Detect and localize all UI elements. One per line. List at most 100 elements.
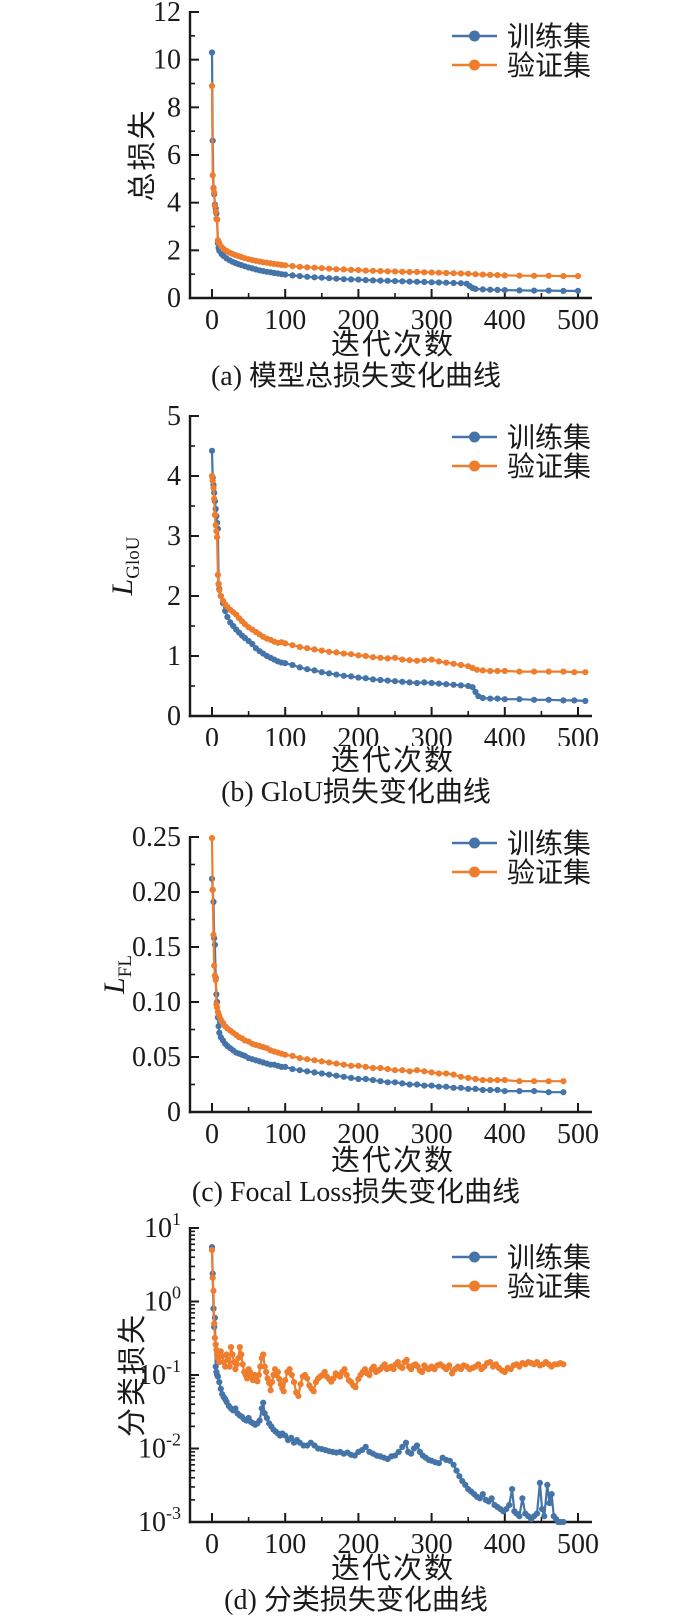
data-point (257, 1363, 264, 1370)
data-point (211, 1320, 218, 1327)
data-point (487, 1359, 494, 1366)
data-point (362, 1443, 369, 1450)
data-point (402, 1439, 410, 1446)
data-point (428, 269, 435, 276)
data-point (413, 278, 421, 285)
data-point (296, 1055, 303, 1062)
data-point (384, 1079, 391, 1086)
y-tick-label: 100 (144, 1283, 181, 1318)
data-point (384, 277, 391, 284)
data-point (340, 1061, 347, 1068)
data-point (413, 1081, 421, 1088)
data-point (406, 268, 413, 276)
data-point (419, 1368, 426, 1376)
data-point (216, 1359, 223, 1366)
x-tick-label: 300 (411, 723, 453, 746)
x-tick-label: 200 (337, 1529, 379, 1554)
data-point (282, 1432, 289, 1439)
data-point (406, 278, 413, 285)
data-point (311, 646, 318, 653)
x-axis-title: 迭代次数 (330, 1145, 455, 1177)
legend-marker (469, 1280, 480, 1292)
data-point (214, 216, 221, 223)
data-point (238, 1351, 245, 1358)
data-point (304, 273, 311, 280)
data-point (391, 278, 399, 285)
data-point (210, 1287, 217, 1294)
data-point (435, 1460, 442, 1467)
data-point (213, 528, 220, 535)
data-point (546, 1500, 553, 1507)
data-point (399, 1364, 406, 1371)
y-axis-title: LFL (98, 955, 136, 995)
data-point (282, 1051, 289, 1058)
data-point (413, 1442, 421, 1449)
x-tick-label: 200 (337, 723, 379, 746)
y-tick-label: 12 (153, 0, 181, 28)
data-point (479, 1491, 486, 1498)
data-point (355, 1075, 362, 1083)
data-point (333, 1060, 340, 1067)
data-point (533, 1510, 541, 1517)
data-point (369, 676, 377, 683)
data-point (413, 679, 421, 687)
data-point (516, 272, 523, 279)
data-point (282, 640, 289, 647)
data-point (370, 1363, 377, 1370)
data-point (214, 571, 221, 579)
data-point (516, 1513, 523, 1520)
y-tick-label: 4 (167, 461, 181, 492)
data-point (226, 1363, 233, 1370)
data-point (215, 580, 222, 588)
data-point (377, 676, 384, 684)
data-point (457, 1073, 464, 1080)
data-point (211, 495, 218, 502)
data-point (211, 202, 218, 209)
data-point (390, 1366, 397, 1373)
data-point (446, 1457, 453, 1464)
x-tick-label: 500 (557, 1119, 599, 1146)
data-point (369, 267, 377, 274)
y-tick-label: 6 (167, 140, 181, 171)
data-point (487, 1077, 494, 1084)
data-point (333, 671, 340, 678)
data-point (443, 1070, 450, 1077)
data-point (582, 669, 589, 676)
data-point (465, 270, 472, 277)
data-point (212, 208, 219, 215)
data-point (516, 1078, 523, 1085)
data-point (222, 1363, 229, 1370)
data-point (233, 1361, 240, 1368)
y-tick-label: 2 (167, 581, 181, 612)
data-point (214, 534, 221, 541)
data-point (377, 1064, 384, 1072)
data-point (501, 696, 508, 703)
data-point (406, 1081, 413, 1088)
data-point (421, 679, 428, 686)
data-point (326, 1059, 333, 1066)
data-point (450, 279, 457, 287)
data-point (428, 279, 435, 286)
x-tick-label: 300 (411, 305, 453, 330)
data-point (355, 1062, 362, 1069)
data-point (391, 1067, 399, 1074)
data-point (362, 267, 369, 274)
data-point (428, 656, 435, 663)
data-point (377, 268, 384, 275)
x-tick-label: 0 (205, 1529, 219, 1554)
data-point (571, 697, 578, 704)
data-point (457, 661, 464, 669)
data-point (391, 678, 399, 685)
data-point (268, 1379, 276, 1386)
data-point (479, 694, 486, 702)
figure-caption-d: (d) 分类损失变化曲线 (224, 1585, 488, 1616)
data-point (289, 272, 296, 279)
data-point (381, 1361, 388, 1368)
legend-label: 验证集 (507, 1271, 591, 1303)
data-point (399, 678, 406, 685)
chart-class-loss: 10-3 10-2 10-1 100 101 0 100 200 300 400 500 分类损失 训练… (116, 1210, 599, 1554)
data-point (348, 651, 355, 658)
data-point (369, 277, 377, 284)
data-point (348, 276, 355, 283)
data-point (545, 287, 552, 294)
